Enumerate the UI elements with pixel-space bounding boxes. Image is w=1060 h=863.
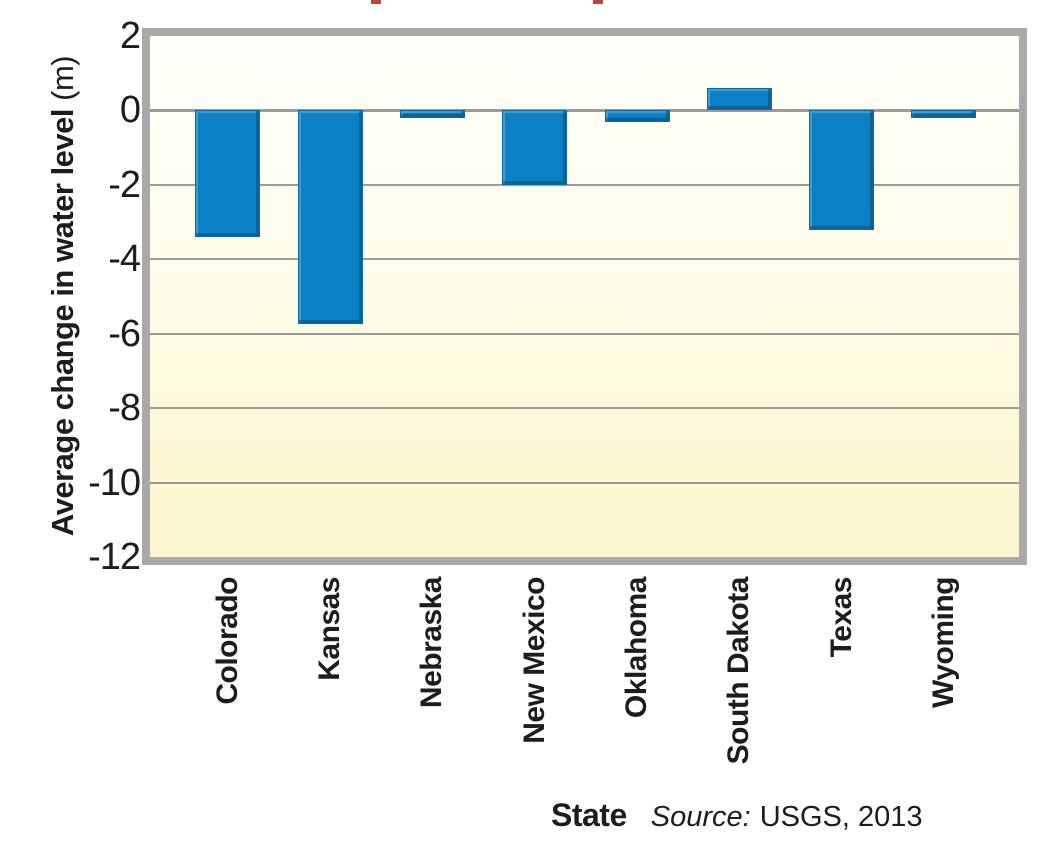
- source-label: Source:: [650, 801, 751, 833]
- x-axis-caption: State Source: USGS, 2013: [551, 797, 923, 834]
- x-axis-label: Texas: [824, 577, 858, 658]
- y-tick-label: -4: [108, 238, 141, 281]
- bar-south-dakota: [706, 88, 772, 111]
- source-value: USGS, 2013: [759, 801, 923, 833]
- x-axis-title: State: [551, 797, 627, 833]
- y-tick-label: 2: [119, 15, 141, 57]
- bar-kansas: [297, 110, 363, 325]
- x-axis-label: Wyoming: [926, 577, 960, 708]
- bar-texas: [809, 110, 875, 230]
- x-axis-label: Oklahoma: [620, 577, 653, 719]
- y-tick-label: -10: [88, 461, 141, 504]
- plot-area: [150, 36, 1019, 557]
- y-tick-label: -6: [108, 312, 141, 355]
- cropped-title-fragment: [593, 0, 603, 4]
- x-axis-label: South Dakota: [722, 577, 756, 765]
- y-tick-label: -12: [88, 536, 141, 578]
- zero-line: [150, 108, 1019, 112]
- x-axis-label: Colorado: [210, 577, 244, 705]
- x-axis-label: Nebraska: [415, 577, 449, 709]
- bar-oklahoma: [604, 110, 670, 122]
- x-axis-label: New Mexico: [517, 577, 551, 744]
- y-tick-label: 0: [119, 89, 141, 132]
- gridline: [150, 407, 1019, 410]
- gridline: [150, 258, 1019, 261]
- plot-frame: [142, 28, 1027, 565]
- bar-wyoming: [911, 110, 977, 118]
- bar-nebraska: [399, 110, 465, 118]
- gridline: [150, 481, 1019, 484]
- y-tick-label: -2: [108, 163, 141, 206]
- bar-new-mexico: [502, 110, 568, 185]
- cropped-title-fragment: [371, 0, 381, 4]
- gridline: [150, 183, 1019, 186]
- gridline: [150, 332, 1019, 335]
- bar-colorado: [195, 110, 261, 237]
- x-axis-label: Kansas: [313, 577, 347, 681]
- y-tick-label: -8: [108, 387, 141, 430]
